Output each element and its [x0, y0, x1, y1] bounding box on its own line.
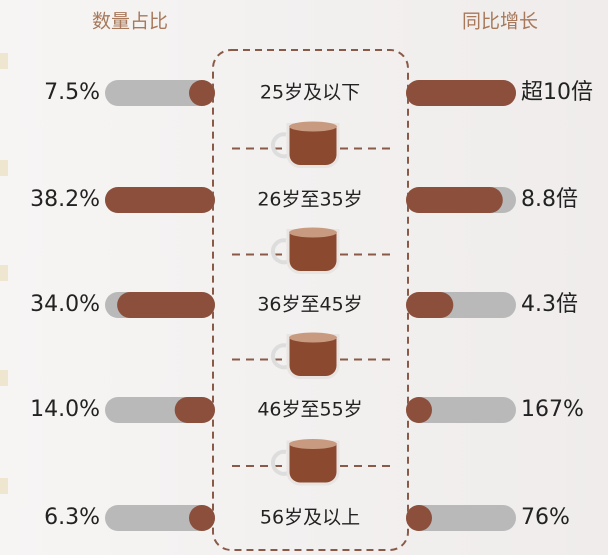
value-label: 4.3倍: [521, 292, 578, 317]
category-label: 56岁及以上: [260, 507, 360, 529]
bar: [105, 187, 215, 213]
bar: [406, 292, 453, 318]
side-tab: [0, 53, 8, 69]
value-label: 76%: [521, 505, 570, 530]
bar: [406, 187, 503, 213]
side-tab: [0, 160, 8, 176]
value-label: 38.2%: [30, 187, 100, 212]
category-label: 26岁至35岁: [257, 189, 362, 211]
bar: [406, 80, 516, 106]
left-header: 数量占比: [92, 11, 168, 33]
cup-foam: [289, 122, 337, 132]
bar: [406, 505, 432, 531]
side-tab: [0, 265, 8, 281]
category-label: 46岁至55岁: [257, 399, 362, 421]
value-label: 14.0%: [30, 397, 100, 422]
category-label: 25岁及以下: [260, 82, 360, 104]
bar: [189, 80, 215, 106]
bar: [406, 397, 432, 423]
bar: [189, 505, 215, 531]
value-label: 7.5%: [44, 80, 100, 105]
cup-foam: [289, 439, 337, 449]
value-label: 167%: [521, 397, 584, 422]
right-header: 同比增长: [462, 11, 538, 33]
value-label: 34.0%: [30, 292, 100, 317]
side-tab: [0, 478, 8, 494]
value-label: 6.3%: [44, 505, 100, 530]
value-label: 超10倍: [521, 80, 593, 105]
chart: 数量占比 同比增长 25岁及以下 7.5% 超10倍 26岁至35岁 38.2% 8.8倍…: [0, 0, 608, 555]
bar: [175, 397, 215, 423]
cup-foam: [289, 228, 337, 238]
category-label: 36岁至45岁: [257, 294, 362, 316]
side-tab: [0, 370, 8, 386]
cup-foam: [289, 333, 337, 343]
bar: [117, 292, 215, 318]
value-label: 8.8倍: [521, 187, 578, 212]
